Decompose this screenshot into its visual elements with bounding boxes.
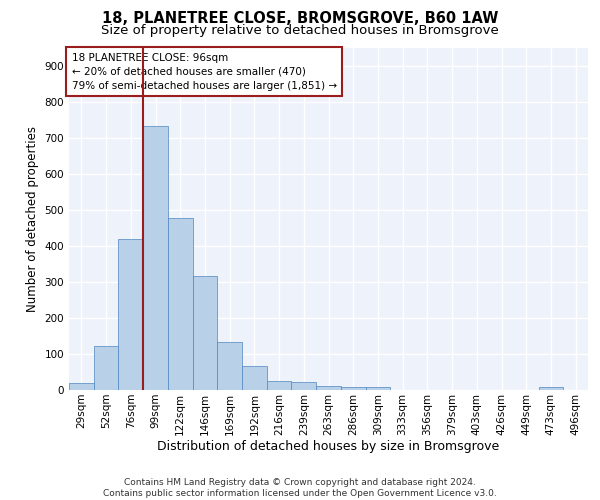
Bar (118, 238, 143, 390)
Bar (316, 386, 341, 390)
Bar (69, 383, 94, 390)
Bar (267, 381, 292, 390)
Bar (292, 382, 316, 390)
Bar (539, 387, 563, 390)
Bar (341, 388, 365, 390)
Bar (217, 342, 242, 390)
Text: 18, PLANETREE CLOSE, BROMSGROVE, B60 1AW: 18, PLANETREE CLOSE, BROMSGROVE, B60 1AW (102, 11, 498, 26)
Y-axis label: Number of detached properties: Number of detached properties (26, 126, 39, 312)
X-axis label: Distribution of detached houses by size in Bromsgrove: Distribution of detached houses by size … (157, 440, 500, 454)
Bar (94, 346, 118, 390)
Bar (143, 126, 168, 390)
Bar (168, 218, 193, 390)
Text: 18 PLANETREE CLOSE: 96sqm
← 20% of detached houses are smaller (470)
79% of semi: 18 PLANETREE CLOSE: 96sqm ← 20% of detac… (71, 52, 337, 90)
Bar (242, 366, 267, 390)
Text: Size of property relative to detached houses in Bromsgrove: Size of property relative to detached ho… (101, 24, 499, 37)
Text: Contains HM Land Registry data © Crown copyright and database right 2024.
Contai: Contains HM Land Registry data © Crown c… (103, 478, 497, 498)
Bar (365, 388, 390, 390)
Bar (193, 276, 217, 390)
